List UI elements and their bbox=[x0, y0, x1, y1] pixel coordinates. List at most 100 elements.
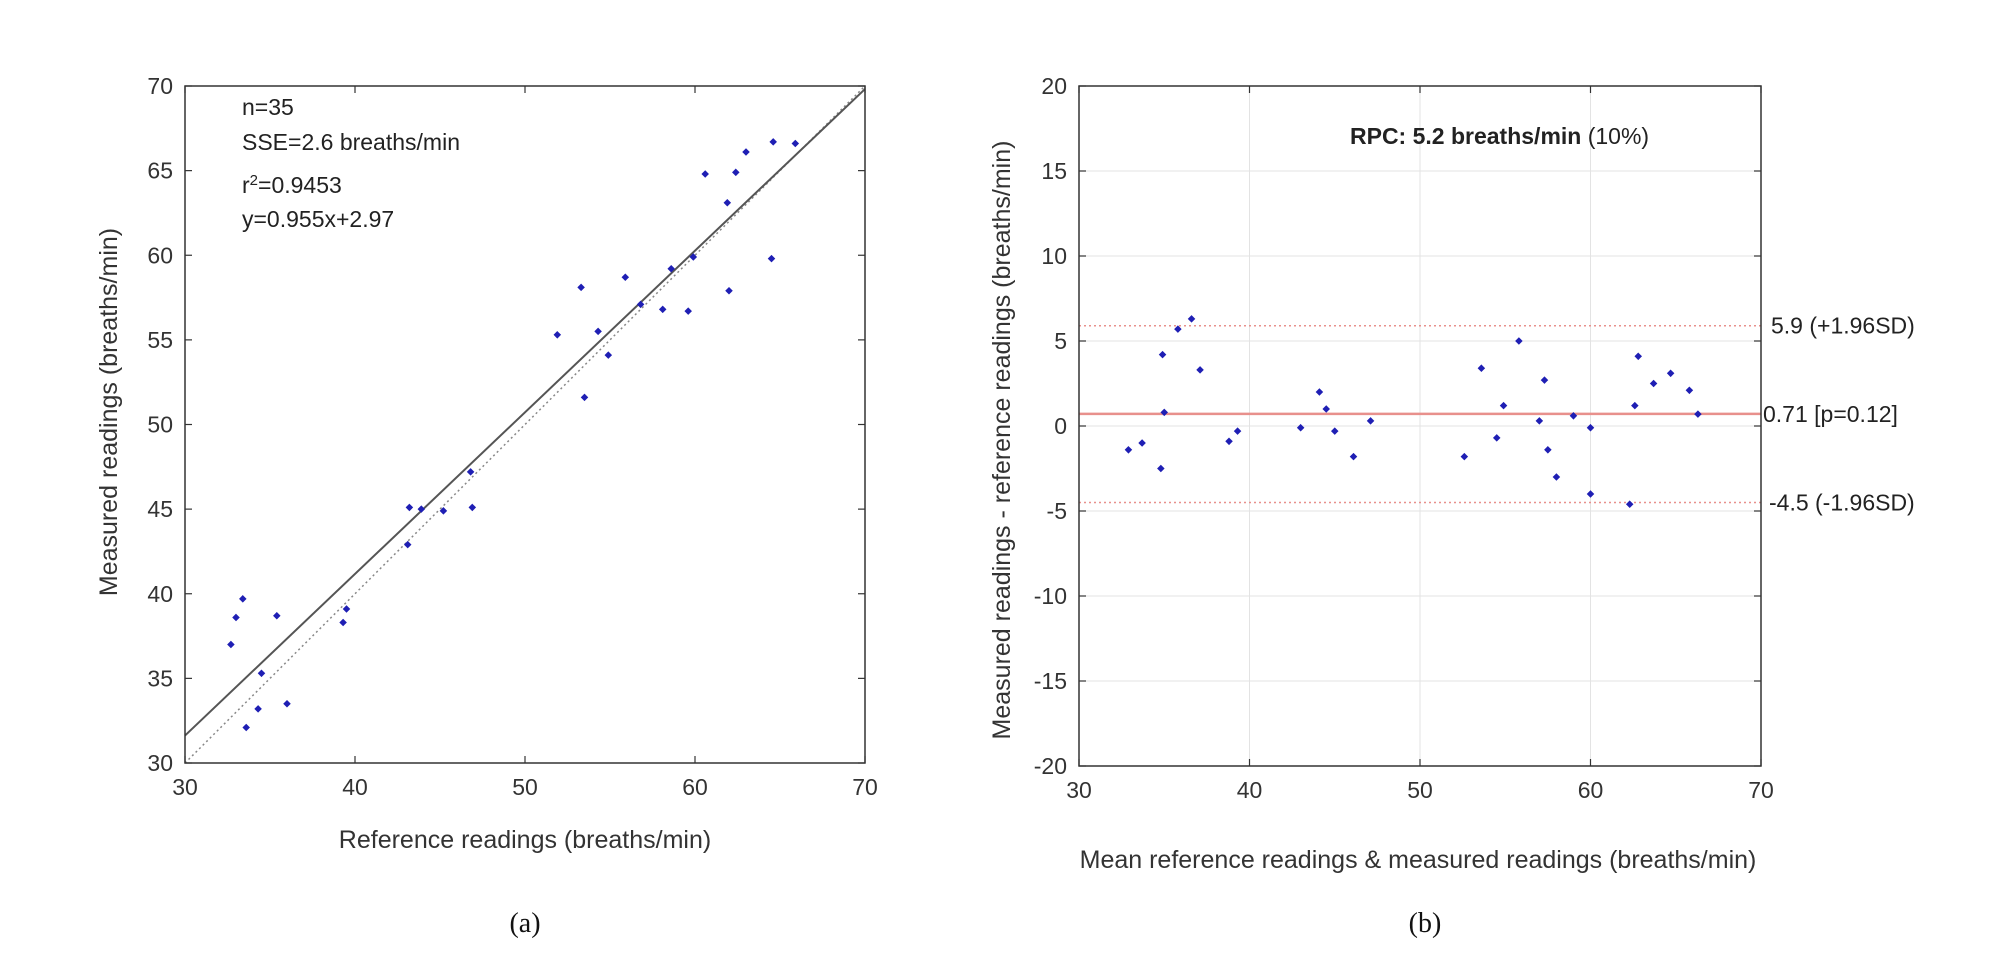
a-ytick-label: 55 bbox=[147, 327, 173, 353]
b-ytick-label: 5 bbox=[1054, 328, 1067, 354]
b-ytick-label: -15 bbox=[1034, 668, 1067, 694]
data-point bbox=[1499, 401, 1508, 410]
panel-b-axes-box bbox=[1078, 85, 1762, 767]
data-point bbox=[417, 505, 426, 513]
a-ytick-label: 45 bbox=[147, 496, 173, 522]
annotation-r-value: =0.9453 bbox=[258, 172, 342, 198]
a-ytick-label: 30 bbox=[147, 750, 173, 776]
data-point bbox=[1233, 427, 1242, 435]
fit-line bbox=[184, 88, 866, 737]
panel-b-points bbox=[1124, 315, 1702, 508]
data-point bbox=[1160, 408, 1169, 417]
data-point bbox=[1124, 446, 1133, 454]
a-xtick-label: 50 bbox=[512, 774, 538, 800]
data-point bbox=[1685, 386, 1694, 395]
b-xtick-label: 30 bbox=[1066, 777, 1092, 803]
b-ytick-label: 0 bbox=[1054, 413, 1067, 439]
rpc-title-percent: (10%) bbox=[1581, 123, 1649, 149]
panel-b-caption: (b) bbox=[1409, 908, 1442, 939]
a-xtick-label: 40 bbox=[342, 774, 368, 800]
data-point bbox=[732, 168, 740, 177]
data-point bbox=[791, 139, 800, 148]
panel-b: 30 40 50 60 70 -20 -15 -10 -5 0 5 10 15 20 5.9 (+1.96… bbox=[988, 73, 1915, 939]
data-point bbox=[439, 507, 448, 515]
mean-difference-label: 0.71 [p=0.12] bbox=[1763, 401, 1898, 427]
data-point bbox=[283, 699, 291, 708]
data-point bbox=[1315, 388, 1324, 396]
panel-a-xlabel: Reference readings (breaths/min) bbox=[339, 826, 711, 854]
data-point bbox=[468, 503, 477, 512]
data-point bbox=[1569, 412, 1578, 420]
b-ytick-label: 15 bbox=[1041, 158, 1067, 184]
data-point bbox=[604, 351, 613, 359]
a-xtick-label: 30 bbox=[172, 774, 198, 800]
data-point bbox=[553, 331, 562, 339]
data-point bbox=[403, 540, 412, 549]
data-point bbox=[1586, 490, 1595, 498]
data-point bbox=[1586, 423, 1595, 432]
panel-a-caption: (a) bbox=[509, 908, 540, 939]
rpc-title: RPC: 5.2 breaths/min (10%) bbox=[1350, 123, 1649, 149]
data-point bbox=[1366, 417, 1375, 425]
data-point bbox=[1631, 401, 1639, 410]
panel-b-ylabel: Measured readings - reference readings (… bbox=[988, 141, 1016, 740]
data-point bbox=[1196, 366, 1204, 374]
a-ytick-label: 40 bbox=[147, 581, 173, 607]
data-point bbox=[405, 503, 414, 512]
annotation-r2: r2=0.9453 bbox=[242, 172, 342, 199]
annotation-r: r bbox=[242, 172, 250, 198]
lower-limit-label: -4.5 (-1.96SD) bbox=[1769, 490, 1915, 516]
data-point bbox=[1349, 452, 1358, 461]
data-point bbox=[239, 595, 247, 603]
a-ytick-label: 35 bbox=[147, 665, 173, 691]
data-point bbox=[342, 605, 351, 613]
data-point bbox=[1552, 473, 1561, 481]
annotation-r-superscript: 2 bbox=[250, 172, 258, 189]
data-point bbox=[1330, 427, 1339, 435]
data-point bbox=[1157, 464, 1165, 473]
panel-a-ylabel: Measured readings (breaths/min) bbox=[95, 228, 123, 596]
b-xtick-label: 60 bbox=[1578, 777, 1604, 803]
a-ytick-label: 50 bbox=[147, 412, 173, 438]
data-point bbox=[257, 669, 266, 678]
data-point bbox=[339, 618, 347, 627]
data-point bbox=[1649, 379, 1658, 388]
panel-a: 30 40 50 60 70 30 35 40 45 50 55 60 65 70 n=35 SSE=2.… bbox=[95, 73, 878, 939]
rpc-title-bold: RPC: 5.2 breaths/min bbox=[1350, 123, 1581, 149]
data-point bbox=[242, 723, 250, 732]
data-point bbox=[594, 327, 602, 336]
data-point bbox=[1544, 446, 1552, 454]
data-point bbox=[701, 170, 709, 178]
b-ytick-label: -20 bbox=[1034, 753, 1067, 779]
data-point bbox=[1296, 423, 1305, 432]
b-ytick-label: -5 bbox=[1047, 498, 1067, 524]
data-point bbox=[1174, 325, 1182, 333]
data-point bbox=[577, 283, 585, 292]
data-point bbox=[725, 287, 733, 295]
data-point bbox=[1187, 315, 1196, 323]
data-point bbox=[1535, 417, 1544, 425]
data-point bbox=[1634, 352, 1643, 361]
b-ytick-label: 20 bbox=[1041, 73, 1067, 99]
data-point bbox=[658, 305, 667, 314]
data-point bbox=[1158, 350, 1167, 359]
panel-a-ticks: 30 40 50 60 70 30 35 40 45 50 55 60 65 70 bbox=[147, 73, 877, 800]
data-point bbox=[254, 705, 262, 713]
data-point bbox=[1322, 405, 1330, 413]
data-point bbox=[466, 468, 475, 476]
data-point bbox=[767, 254, 776, 263]
data-point bbox=[1492, 434, 1501, 442]
a-xtick-label: 60 bbox=[682, 774, 708, 800]
b-xtick-label: 40 bbox=[1237, 777, 1263, 803]
data-point bbox=[689, 253, 698, 261]
data-point bbox=[1666, 369, 1675, 378]
b-ytick-label: 10 bbox=[1041, 243, 1067, 269]
panel-b-xlabel: Mean reference readings & measured readi… bbox=[1080, 846, 1757, 874]
annotation-equation: y=0.955x+2.97 bbox=[242, 206, 394, 232]
data-point bbox=[769, 138, 777, 146]
a-ytick-label: 65 bbox=[147, 158, 173, 184]
data-point bbox=[1515, 337, 1523, 345]
a-ytick-label: 70 bbox=[147, 73, 173, 99]
data-point bbox=[684, 307, 692, 315]
